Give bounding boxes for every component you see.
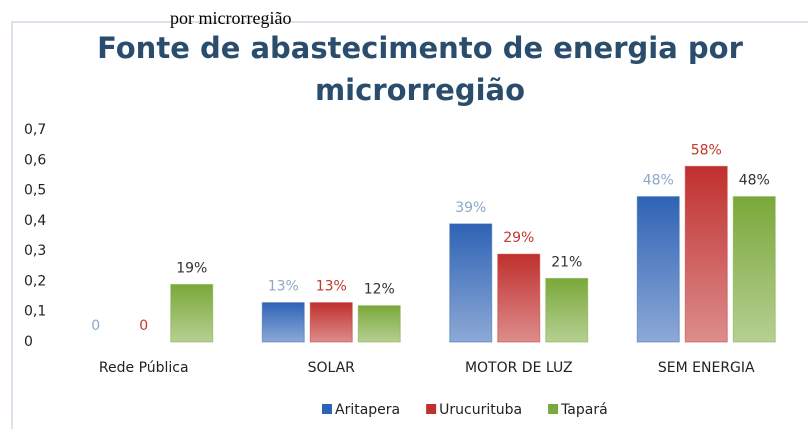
bar: [170, 283, 214, 343]
legend-swatch: [548, 404, 559, 414]
x-tick-label: MOTOR DE LUZ: [465, 360, 573, 376]
legend-label: Urucurituba: [439, 402, 522, 418]
bar: [309, 302, 353, 343]
legend-swatch: [426, 404, 437, 414]
y-tick-label: 0,6: [24, 152, 46, 168]
data-label: 13%: [268, 279, 299, 295]
x-tick-label: Rede Pública: [99, 360, 189, 376]
legend-swatch: [322, 404, 332, 414]
data-label: 0: [91, 318, 100, 334]
y-tick-label: 0,7: [24, 122, 46, 138]
chart-title: microrregião: [315, 73, 525, 107]
x-tick-label: SOLAR: [308, 360, 356, 376]
bar: [261, 302, 305, 343]
y-tick-label: 0,5: [24, 183, 46, 199]
bar: [684, 165, 728, 343]
data-label: 13%: [316, 279, 347, 295]
y-tick-label: 0,1: [24, 304, 46, 320]
y-tick-label: 0,3: [24, 243, 46, 259]
bar: [357, 305, 401, 343]
x-tick-label: SEM ENERGIA: [658, 360, 755, 376]
bar: [732, 196, 776, 343]
y-tick-label: 0,4: [24, 213, 46, 229]
data-label: 21%: [551, 254, 582, 270]
data-label: 0: [139, 318, 148, 334]
data-label: 58%: [691, 142, 722, 158]
data-label: 48%: [643, 173, 674, 189]
legend-label: Aritapera: [335, 402, 400, 418]
data-label: 19%: [176, 260, 207, 276]
data-label: 39%: [455, 200, 486, 216]
bar: [497, 253, 541, 343]
chart-title: Fonte de abastecimento de energia por: [97, 31, 743, 65]
caption: por microrregião: [170, 8, 291, 28]
legend-label: Tapará: [560, 402, 608, 418]
data-label: 48%: [739, 173, 770, 189]
data-label: 29%: [503, 230, 534, 246]
y-tick-label: 0,2: [24, 273, 46, 289]
bar: [636, 196, 680, 343]
data-label: 12%: [364, 282, 395, 298]
y-tick-label: 0: [24, 334, 33, 350]
bar: [449, 223, 493, 343]
bar: [545, 277, 589, 343]
